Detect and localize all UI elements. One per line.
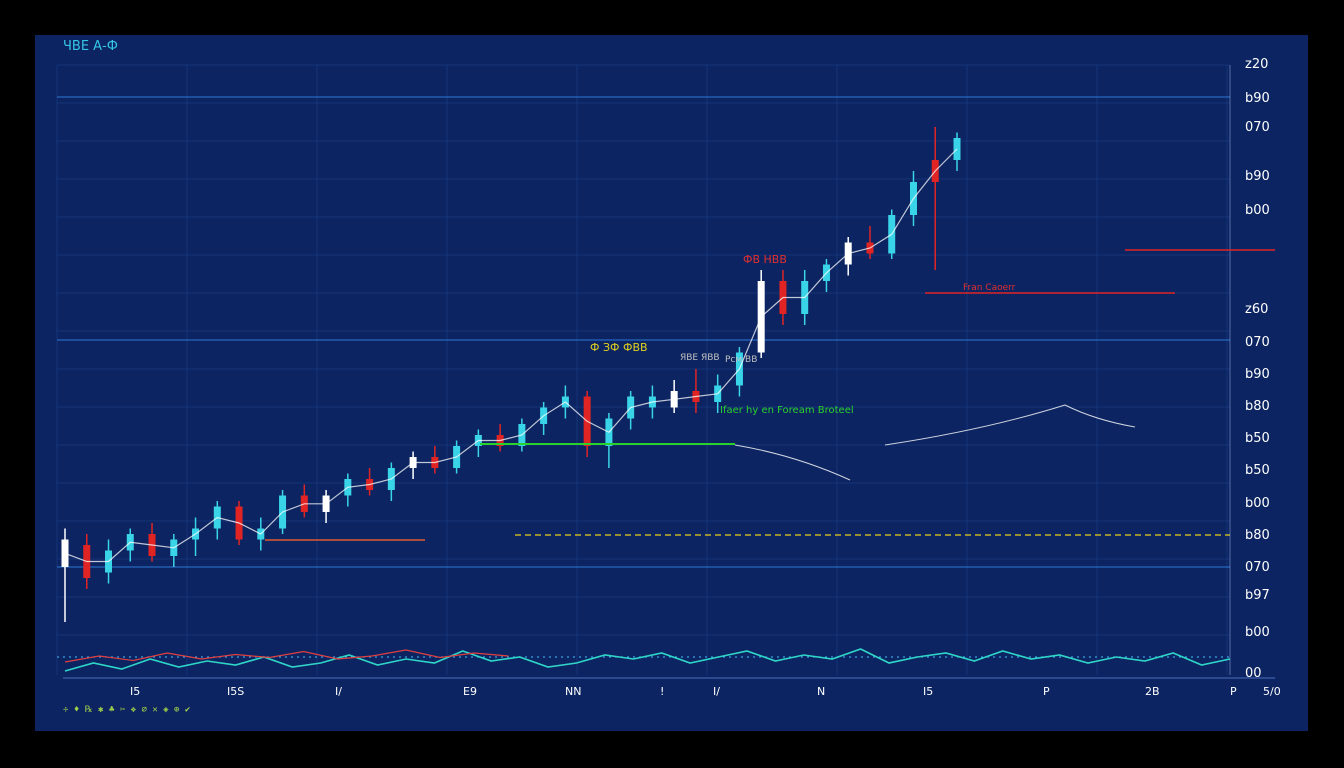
- annotation-label: Рсм ВВ: [725, 355, 757, 365]
- y-tick-label: b80: [1245, 528, 1270, 543]
- projection-curve-2: [884, 404, 1136, 446]
- y-tick-label: b90: [1245, 169, 1270, 184]
- y-tick-label: 070: [1245, 560, 1270, 575]
- chart-frame: ЧВЕ А-Ф ФВ НВВ Ф ЗФ ФВВ ЯВЕ ЯВВ Рсм ВВ Ifaer…: [35, 35, 1308, 731]
- y-tick-label: b00: [1245, 625, 1270, 640]
- chart-title: ЧВЕ А-Ф: [63, 39, 118, 54]
- annotation-label: Fran Caoerr: [963, 283, 1016, 293]
- x-tick-label: NN: [565, 685, 581, 698]
- y-tick-label: b90: [1245, 91, 1270, 106]
- x-tick-label: P: [1230, 685, 1237, 698]
- y-tick-label: b90: [1245, 367, 1270, 382]
- y-tick-label: z20: [1245, 57, 1268, 72]
- x-tick-label: I/: [335, 685, 342, 698]
- x-tick-label: 5/0: [1263, 685, 1281, 698]
- y-tick-label: 070: [1245, 120, 1270, 135]
- x-tick-label: I5S: [227, 685, 244, 698]
- annotations: ФВ НВВ Ф ЗФ ФВВ ЯВЕ ЯВВ Рсм ВВ Ifaer hy en F…: [590, 253, 1016, 416]
- x-tick-label: I5: [923, 685, 933, 698]
- x-tick-label: I5: [130, 685, 140, 698]
- horizontal-levels: [57, 65, 1231, 675]
- y-tick-label: b80: [1245, 399, 1270, 414]
- y-tick-label: b97: [1245, 588, 1270, 603]
- candles: [61, 127, 961, 622]
- oscillator-line: [64, 648, 1231, 672]
- x-axis-ticks: I5 I5S I/E9 NN! I/N I5 P 2B P 5/0: [130, 685, 1281, 698]
- x-tick-label: P: [1043, 685, 1050, 698]
- y-tick-label: z60: [1245, 302, 1268, 317]
- x-tick-label: N: [817, 685, 825, 698]
- y-tick-label: b50: [1245, 463, 1270, 478]
- x-tick-label: 2B: [1145, 685, 1160, 698]
- annotation-label: Ifaer hy en Foream Broteel: [720, 405, 854, 416]
- legend-text: ÷ ♦ ℞ ✱ ♣ ✂ ❖ ⌀ ✕ ◈ ⊕ ✔: [63, 705, 191, 715]
- projection-curve-1: [734, 444, 851, 481]
- y-tick-label: 00: [1245, 666, 1262, 681]
- trend-lines: [64, 148, 1275, 563]
- annotation-label: ФВ НВВ: [743, 253, 787, 266]
- x-tick-label: I/: [713, 685, 720, 698]
- x-tick-label: E9: [463, 685, 477, 698]
- y-tick-label: b50: [1245, 431, 1270, 446]
- y-axis-ticks: z20 b90 070 b90 b00 z60 070 b90 b80 b50 b50 b00 b80 0…: [1245, 57, 1270, 681]
- oscillator-red-line: [64, 649, 509, 663]
- annotation-label: ЯВЕ ЯВВ: [680, 353, 720, 363]
- trend-line: [64, 148, 958, 563]
- oscillator: [63, 648, 1275, 679]
- y-tick-label: b00: [1245, 496, 1270, 511]
- x-tick-label: !: [660, 685, 664, 698]
- y-tick-label: b00: [1245, 203, 1270, 218]
- grid-lines: [56, 64, 1230, 675]
- candle-body: [61, 539, 69, 567]
- annotation-label: Ф ЗФ ФВВ: [590, 341, 648, 354]
- candlestick-chart: ФВ НВВ Ф ЗФ ФВВ ЯВЕ ЯВВ Рсм ВВ Ifaer hy en F…: [56, 57, 1281, 698]
- y-tick-label: 070: [1245, 335, 1270, 350]
